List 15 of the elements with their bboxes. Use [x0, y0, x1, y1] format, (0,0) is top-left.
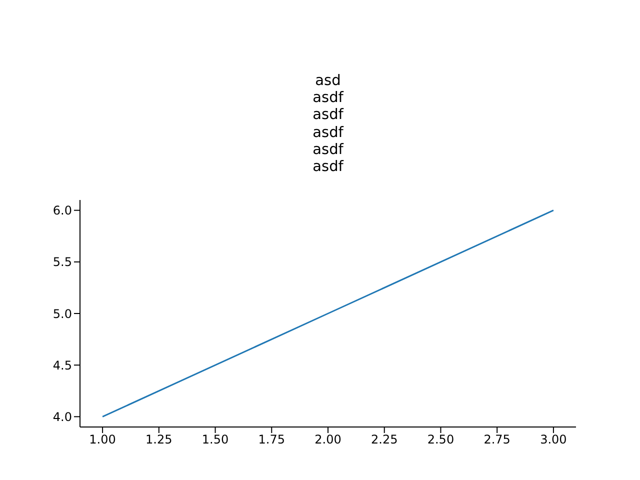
x-tick-label: 1.00: [89, 432, 116, 447]
x-tick-label: 2.75: [484, 432, 510, 447]
y-tick-label: 4.5: [52, 358, 72, 372]
y-tick-label: 5.0: [52, 306, 72, 321]
x-tick-label: 2.50: [427, 432, 454, 447]
x-tick-label: 1.50: [202, 432, 229, 447]
y-tick-label: 4.0: [52, 410, 72, 424]
x-tick-label: 1.75: [258, 432, 285, 447]
y-tick-label: 6.0: [52, 204, 72, 218]
x-tick-label: 1.25: [146, 432, 172, 447]
chart-title: asd asdf asdf asdf asdf asdf: [312, 73, 345, 176]
x-tick-label: 2.25: [371, 432, 398, 447]
x-tick-label: 2.00: [314, 432, 342, 447]
y-tick-label: 5.5: [52, 255, 72, 270]
x-tick-label: 3.00: [540, 432, 567, 447]
